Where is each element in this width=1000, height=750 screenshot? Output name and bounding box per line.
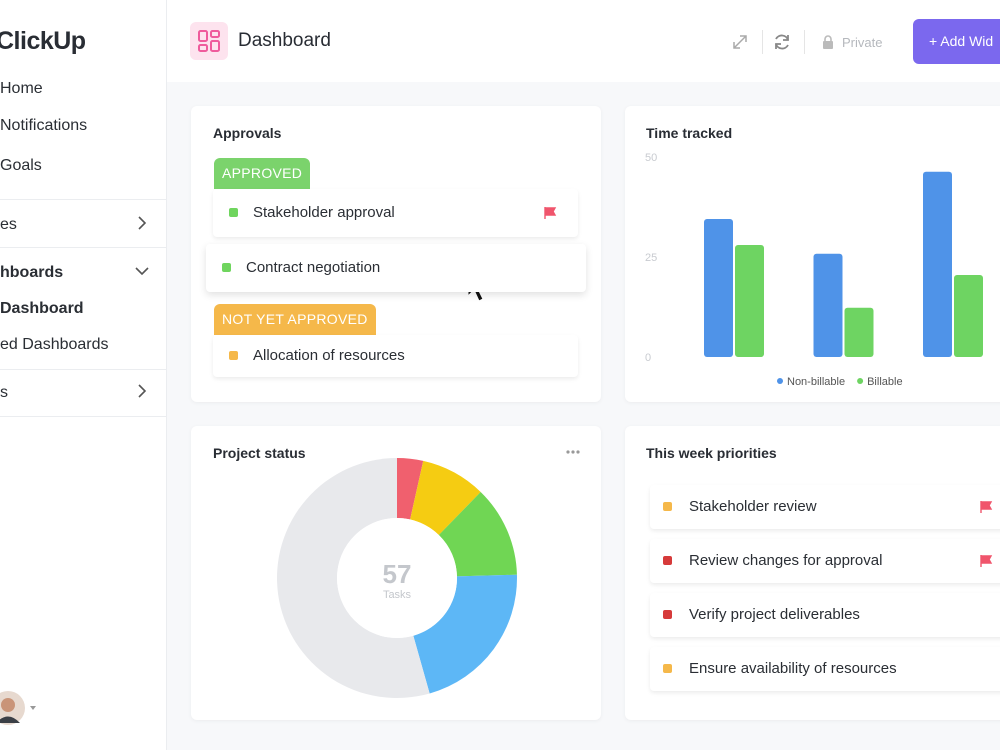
- chevron-down[interactable]: [134, 263, 150, 279]
- donut-segment: [413, 574, 517, 694]
- task-name: Contract negotiation: [246, 259, 381, 276]
- priority-dot: [663, 556, 672, 565]
- task-row[interactable]: [650, 539, 1000, 583]
- nav-item[interactable]: Dashboard: [0, 300, 84, 317]
- card-title: Project status: [213, 445, 306, 461]
- divider: [0, 369, 166, 370]
- y-tick-label: 50: [645, 152, 657, 164]
- divider: [762, 30, 763, 54]
- page-title: Dashboard: [238, 30, 331, 51]
- logo[interactable]: ClickUp: [0, 27, 86, 55]
- bar: [954, 275, 983, 357]
- bar: [844, 307, 874, 357]
- avatar[interactable]: [0, 690, 40, 726]
- task-name: Review changes for approval: [689, 552, 883, 569]
- priority-dot: [663, 502, 672, 511]
- donut-segment: [277, 458, 430, 698]
- nav-item[interactable]: s: [0, 384, 8, 401]
- legend-label: Billable: [867, 376, 902, 388]
- task-name: Verify project deliverables: [689, 606, 860, 623]
- nav-item[interactable]: Notifications: [0, 117, 88, 134]
- expand-icon[interactable]: [731, 33, 749, 51]
- status-dot: [222, 263, 231, 272]
- add-widget-button[interactable]: + Add Wid: [913, 19, 1000, 64]
- status-dot: [229, 208, 238, 217]
- task-row[interactable]: [213, 189, 578, 237]
- nav-item[interactable]: Home: [0, 80, 43, 97]
- task-name: Allocation of resources: [253, 347, 405, 364]
- task-name: Ensure availability of resources: [689, 660, 897, 677]
- status-tag: NOT YET APPROVED: [214, 304, 376, 335]
- task-name: Stakeholder approval: [253, 204, 395, 221]
- nav-item[interactable]: ed Dashboards: [0, 336, 109, 353]
- divider: [0, 199, 166, 200]
- bar: [813, 253, 843, 357]
- card-title: Approvals: [213, 125, 282, 141]
- nav-item[interactable]: hboards: [0, 264, 64, 281]
- bar: [735, 245, 764, 357]
- header: Dashboard Private + Add Wid: [167, 0, 1000, 82]
- bar: [923, 171, 952, 357]
- flag-shape: [980, 501, 993, 513]
- bar: [704, 219, 733, 357]
- privacy-label[interactable]: Private: [842, 35, 883, 50]
- y-tick-label: 0: [645, 352, 651, 364]
- status-tag: APPROVED: [214, 158, 311, 189]
- project-status-card: 57 Tasks: [191, 426, 601, 720]
- chevron-right[interactable]: [134, 383, 150, 399]
- flag-icon: [980, 501, 993, 513]
- bar-chart: 0 25 50 Non-billable Billable: [645, 152, 983, 388]
- legend-label: Non-billable: [787, 376, 845, 388]
- nav-item[interactable]: es: [0, 216, 17, 233]
- divider: [804, 30, 805, 54]
- flag-shape: [980, 555, 993, 567]
- task-row[interactable]: [213, 335, 578, 377]
- lock-icon: [823, 35, 833, 49]
- y-tick-label: 25: [645, 252, 657, 264]
- refresh-icon[interactable]: [772, 32, 792, 52]
- card-title: Time tracked: [646, 125, 733, 141]
- flag-icon: [980, 555, 993, 567]
- time-tracked-card: 0 25 50 Non-billable Billable: [625, 106, 1000, 402]
- nav-item[interactable]: Goals: [0, 157, 42, 174]
- chevron-right[interactable]: [134, 215, 150, 231]
- more-menu[interactable]: [565, 448, 581, 456]
- priority-dot: [663, 610, 672, 619]
- task-row[interactable]: [650, 647, 1000, 691]
- divider: [0, 247, 166, 248]
- flag-shape: [544, 207, 557, 219]
- center-label: Tasks: [383, 589, 412, 601]
- task-row[interactable]: [206, 244, 586, 292]
- priority-dot: [663, 664, 672, 673]
- donut-hole: [337, 518, 457, 638]
- card-title: This week priorities: [646, 445, 777, 461]
- task-row[interactable]: [650, 593, 1000, 637]
- center-value: 57: [383, 559, 412, 589]
- legend-swatch: [777, 378, 783, 384]
- legend-swatch: [857, 378, 864, 384]
- divider: [0, 416, 166, 417]
- donut-segment: [397, 458, 424, 520]
- task-name: Stakeholder review: [689, 498, 817, 515]
- flag-icon: [544, 207, 557, 219]
- status-dot: [229, 351, 238, 360]
- sidebar: ClickUp Home Notifications Goals es hboards D…: [0, 0, 167, 750]
- task-row[interactable]: [650, 485, 1000, 529]
- donut-segment: [438, 491, 517, 577]
- donut-segment: [410, 460, 481, 535]
- dashboard-icon: [190, 22, 228, 60]
